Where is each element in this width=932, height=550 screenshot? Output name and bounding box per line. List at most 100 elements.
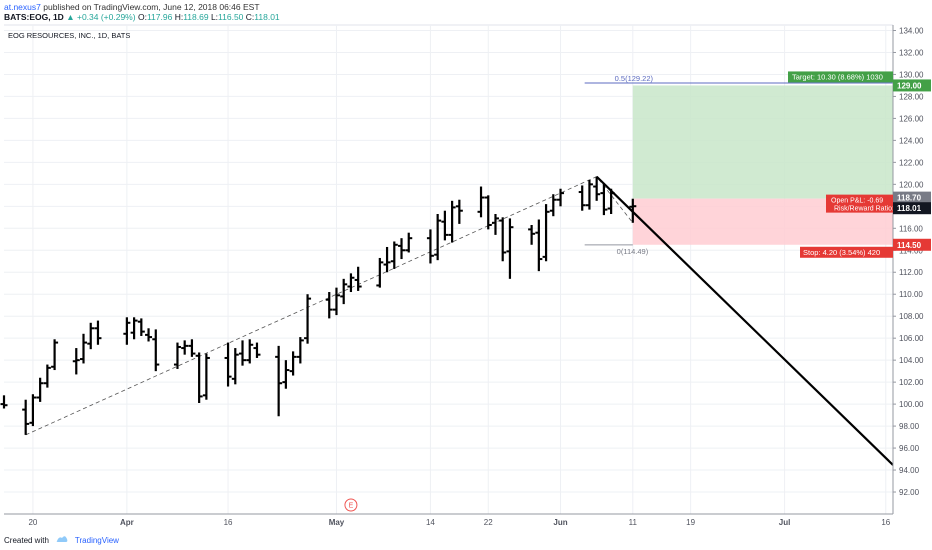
ohlc-bar: [145, 328, 153, 342]
price-chart[interactable]: 0.5(129.22) 0(114.49) 92.00 94.00 96.00 98.0…: [0, 0, 932, 530]
y-tick-label: 130.00: [899, 70, 924, 79]
x-tick-label: 11: [629, 518, 638, 527]
ohlc-bar: [484, 195, 492, 230]
fib-label-bottom: 0(114.49): [617, 247, 649, 256]
stop-price-tag: 114.50: [893, 238, 931, 251]
profit-zone: [632, 85, 893, 199]
y-tick-label: 100.00: [899, 400, 924, 409]
ohlc-bar: [304, 294, 312, 344]
ohlc-bar: [289, 351, 297, 376]
ohlc-bar: [441, 210, 449, 241]
stop-label-bg: [800, 246, 893, 258]
ohlc-bar: [506, 218, 514, 279]
ohlc-bar: [173, 342, 181, 369]
ohlc-bar: [434, 214, 442, 261]
footer: Created with TradingView: [0, 530, 932, 550]
ohlc-bar: [455, 199, 463, 224]
ohlc-bar: [325, 292, 333, 319]
x-tick-label: Jun: [553, 518, 567, 527]
published-text: published on TradingView.com, June 12, 2…: [43, 2, 260, 12]
x-tick-label: 16: [881, 518, 890, 527]
stop-label: Stop: 4.20 (3.54%) 420: [803, 248, 880, 257]
chart-title: EOG RESOURCES, INC., 1D, BATS: [8, 31, 130, 40]
ohlc-bar: [231, 348, 239, 385]
ohlc-bar: [152, 329, 160, 372]
ohlc-bar: [549, 194, 557, 217]
symbol-label: BATS:EOG, 1D: [4, 12, 64, 22]
low-value: 116.50: [218, 12, 244, 22]
stop-price-tag-text: 114.50: [897, 241, 922, 250]
y-tick-label: 128.00: [899, 92, 924, 101]
publish-line: at.nexus7 published on TradingView.com, …: [4, 2, 260, 12]
y-tick-label: 106.00: [899, 334, 924, 343]
tradingview-logo-icon: [55, 535, 69, 545]
ohlc-bar: [80, 333, 88, 364]
ohlc-bar: [36, 377, 44, 402]
x-tick-label: Jul: [779, 518, 791, 527]
y-tick-label: 134.00: [899, 26, 924, 35]
target-label: Target: 10.30 (8.68%) 1030: [792, 73, 883, 82]
x-tick-label: Apr: [120, 518, 134, 527]
ohlc-bar: [239, 340, 247, 366]
ohlc-bar: [188, 339, 196, 357]
last-price-tag-text: 118.01: [897, 204, 922, 213]
high-label: H:: [174, 12, 184, 22]
y-tick-label: 102.00: [899, 378, 924, 387]
ohlc-bar: [130, 317, 138, 340]
ohlc-bar: [181, 340, 189, 355]
entry-price-tag-text: 118.70: [897, 194, 922, 203]
author-link[interactable]: at.nexus7: [4, 2, 41, 12]
ohlc-bar: [383, 246, 391, 273]
ohlc-bar: [376, 257, 384, 288]
y-tick-label: 104.00: [899, 356, 924, 365]
x-tick-label: May: [329, 518, 345, 527]
ohlc-bar: [275, 345, 283, 417]
ohlc-bar: [578, 185, 586, 211]
open-pl-label: Open P&L: -0.69: [831, 198, 883, 205]
pl-box-bg: [826, 194, 893, 213]
ohlc-bar: [43, 364, 51, 388]
target-price-tag-bg: [893, 79, 931, 92]
ohlc-bar: [477, 186, 485, 218]
y-tick-label: 122.00: [899, 158, 924, 167]
low-label: L:: [210, 12, 219, 22]
ohlc-bar: [87, 322, 95, 350]
ohlc-bar: [123, 317, 131, 345]
ohlc-bar: [629, 198, 637, 223]
entry-price-tag: 118.70: [893, 191, 931, 204]
ohlc-bar: [282, 360, 290, 389]
ohlc-bar: [246, 339, 254, 364]
x-tick-label: 20: [28, 518, 37, 527]
y-tick-label: 112.00: [899, 268, 923, 277]
time-axis[interactable]: 20 Apr 16 May 14 22 Jun 11 19 Jul 16 E: [4, 498, 893, 527]
target-label-bg: [788, 71, 893, 83]
ohlc-bar: [390, 241, 398, 269]
ohlc-bar: [332, 287, 340, 316]
created-with-text: Created with: [4, 535, 49, 545]
tradingview-link[interactable]: TradingView: [74, 535, 119, 545]
ohlc-bar: [491, 214, 499, 235]
ohlc-bar: [398, 238, 406, 260]
ohlc-bar: [94, 320, 102, 345]
target-price-tag: 129.00: [893, 79, 931, 92]
close-label: C:: [245, 12, 255, 22]
y-tick-label: 98.00: [899, 422, 920, 431]
ohlc-bar: [448, 200, 456, 243]
y-tick-label: 108.00: [899, 312, 924, 321]
price-labels: Target: 10.30 (8.68%) 1030 Stop: 4.20 (3.…: [788, 71, 931, 258]
y-tick-label: 96.00: [899, 444, 920, 453]
ohlc-bar: [202, 353, 210, 400]
risk-reward-label: Risk/Reward Ratio: 2.45: [834, 206, 910, 213]
ohlc-bar: [296, 337, 304, 364]
ohlc-bar: [195, 352, 203, 404]
ohlc-bar: [340, 278, 348, 305]
ohlc-bar: [426, 229, 434, 264]
ohlc-bar: [607, 188, 615, 215]
ohlc-bar: [528, 224, 536, 245]
ohlc-bar: [600, 183, 608, 216]
y-tick-label: 92.00: [899, 488, 920, 497]
y-tick-label: 116.00: [899, 224, 923, 233]
last-price-tag-bg: [893, 202, 931, 215]
y-tick-label: 126.00: [899, 114, 924, 123]
high-value: 118.69: [183, 12, 209, 22]
